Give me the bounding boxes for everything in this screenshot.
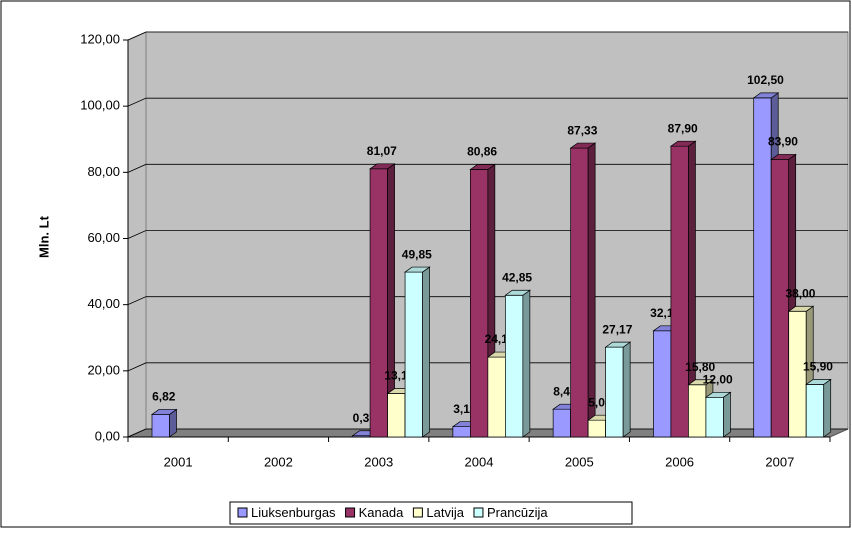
legend-swatch bbox=[237, 507, 248, 518]
bar-face bbox=[704, 391, 732, 398]
value-label: 87,33 bbox=[567, 123, 597, 137]
bar-face bbox=[770, 154, 797, 160]
bar-face bbox=[788, 310, 807, 438]
value-label: 12,00 bbox=[703, 372, 733, 386]
bar-face bbox=[570, 147, 589, 438]
value-label: 49,85 bbox=[402, 247, 432, 261]
bar-face bbox=[552, 408, 571, 438]
bar-face bbox=[569, 142, 597, 149]
grid-line bbox=[127, 230, 848, 239]
bar-face bbox=[752, 92, 780, 99]
bar-face bbox=[670, 145, 689, 438]
bar-face bbox=[723, 391, 731, 438]
value-label: 42,85 bbox=[502, 270, 532, 284]
value-label: 80,86 bbox=[467, 145, 497, 159]
y-tick-label: 0,00 bbox=[95, 428, 120, 443]
legend-swatch bbox=[473, 507, 484, 518]
bar-face bbox=[604, 341, 632, 348]
x-tick-label: 2007 bbox=[765, 454, 794, 469]
y-tick-label: 100,00 bbox=[80, 98, 120, 113]
x-tick-label: 2005 bbox=[565, 454, 594, 469]
legend-label: Liuksenburgas bbox=[251, 505, 336, 520]
bar-face bbox=[404, 271, 423, 438]
value-label: 38,00 bbox=[785, 286, 815, 300]
legend-label: Latvija bbox=[426, 505, 464, 520]
x-tick-label: 2003 bbox=[364, 454, 393, 469]
bar-face bbox=[504, 289, 531, 296]
bar-face bbox=[469, 164, 496, 170]
bar bbox=[403, 266, 431, 438]
bar bbox=[669, 140, 697, 438]
bar-face bbox=[687, 379, 715, 386]
legend-swatch bbox=[412, 507, 423, 518]
x-tick-label: 2006 bbox=[665, 454, 694, 469]
value-label: 87,90 bbox=[668, 121, 698, 135]
value-label: 102,50 bbox=[747, 73, 784, 87]
y-tick-label: 60,00 bbox=[87, 230, 120, 245]
bar-face bbox=[422, 266, 430, 438]
bar-face bbox=[150, 409, 178, 415]
bar bbox=[504, 289, 531, 438]
y-axis-label: Mln. Lt bbox=[36, 215, 51, 258]
bar-face bbox=[688, 384, 707, 438]
bar-face bbox=[753, 97, 772, 438]
bar-face bbox=[805, 384, 825, 438]
grid-line bbox=[127, 163, 848, 173]
legend-label: Prancūzija bbox=[487, 505, 548, 520]
grid-line bbox=[127, 31, 848, 41]
x-tick-label: 2001 bbox=[164, 454, 193, 469]
bar-face bbox=[787, 305, 815, 312]
bar-face bbox=[470, 169, 489, 438]
bar-face bbox=[368, 163, 396, 170]
y-tick-label: 80,00 bbox=[87, 164, 120, 179]
bar bbox=[604, 341, 632, 438]
bar-face bbox=[403, 266, 431, 273]
bar-face bbox=[653, 330, 672, 438]
bar-face bbox=[387, 393, 406, 438]
bar-face bbox=[669, 140, 697, 147]
grid-line bbox=[127, 296, 848, 306]
bar-face bbox=[505, 294, 524, 438]
legend-swatch bbox=[345, 507, 356, 518]
bar-face bbox=[369, 168, 388, 438]
y-tick-label: 120,00 bbox=[80, 31, 120, 46]
bar-face bbox=[823, 378, 832, 438]
bar-face bbox=[587, 142, 596, 438]
bar-face bbox=[151, 414, 170, 438]
bar-face bbox=[622, 341, 631, 438]
value-label: 27,17 bbox=[602, 322, 632, 336]
bar bbox=[150, 408, 178, 438]
bar-face bbox=[487, 356, 506, 438]
bar bbox=[569, 142, 597, 438]
bar-face bbox=[587, 419, 606, 438]
value-label: 83,90 bbox=[768, 135, 798, 149]
value-label: 15,80 bbox=[685, 360, 715, 374]
grid-line bbox=[127, 97, 848, 107]
value-label: 81,07 bbox=[367, 144, 397, 158]
bar-face bbox=[805, 379, 832, 385]
legend-box bbox=[229, 501, 633, 525]
bar-face bbox=[522, 289, 531, 438]
y-tick-label: 20,00 bbox=[87, 362, 120, 377]
x-tick-label: 2004 bbox=[465, 454, 494, 469]
bar bbox=[805, 378, 832, 438]
x-tick-label: 2002 bbox=[264, 454, 293, 469]
value-label: 6,82 bbox=[152, 390, 176, 404]
value-label: 15,90 bbox=[803, 360, 833, 374]
bar bbox=[704, 391, 732, 438]
y-tick-label: 40,00 bbox=[87, 296, 120, 311]
bar-face bbox=[705, 396, 724, 438]
bar-face bbox=[605, 346, 624, 438]
legend-label: Kanada bbox=[359, 505, 405, 520]
bar-face bbox=[452, 426, 471, 438]
